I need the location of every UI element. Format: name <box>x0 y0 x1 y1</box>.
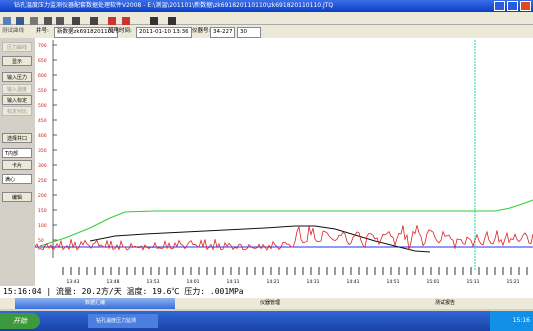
status-text: 流量: 20.2方/天 温度: 19.6℃ 压力: .001MPa <box>56 287 244 296</box>
status-bar: 15:16:04 | 流量: 20.2方/天 温度: 19.6℃ 压力: .00… <box>0 286 533 298</box>
icon[interactable] <box>72 17 80 25</box>
interval-dropdown[interactable]: 30 <box>237 27 261 38</box>
power-label: 加电时间: <box>108 28 132 34</box>
sidebar-button[interactable]: 显示 <box>2 56 32 66</box>
tab[interactable]: 仪器管理 <box>259 300 280 306</box>
info-bar: 测试曲线 井号: 新数据zk6918201101 加电时间: 2011-01-1… <box>0 25 533 38</box>
power-time-field[interactable]: 2011-01-10 13:36 <box>136 27 192 38</box>
icon[interactable] <box>30 17 38 25</box>
sidebar-button[interactable]: 压力曲线 <box>2 42 32 52</box>
x-tick-label: 13:53 <box>147 279 160 285</box>
icon[interactable] <box>150 17 158 25</box>
y-tick-label: 150 <box>38 208 47 214</box>
y-tick-label: 550 <box>38 88 47 94</box>
sidebar-button[interactable]: 编辑 <box>2 192 32 202</box>
sidebar-button[interactable]: 输入标定 <box>2 95 32 105</box>
x-tick-label: 15:21 <box>507 279 520 285</box>
red-curve <box>35 225 533 251</box>
maximize-button[interactable] <box>507 1 518 11</box>
y-tick-label: 450 <box>38 118 47 124</box>
device-field[interactable]: 34-227 <box>210 27 236 38</box>
tab[interactable]: 数据汇编 <box>15 298 175 309</box>
green-curve <box>39 199 533 247</box>
icon[interactable] <box>108 17 116 25</box>
sidebar-button[interactable]: 输入温度 <box>2 84 32 94</box>
sidebar-button[interactable]: T内部 <box>2 148 32 158</box>
y-tick-label: 400 <box>38 133 47 139</box>
x-tick-label: 14:31 <box>307 279 320 285</box>
device-label: 仪器号: <box>192 28 211 34</box>
close-button[interactable] <box>520 1 531 11</box>
icon[interactable] <box>90 17 98 25</box>
sidebar-button[interactable]: 满心 <box>2 174 32 184</box>
icon[interactable] <box>122 17 130 25</box>
chart-background <box>35 38 533 286</box>
x-tick-label: 14:51 <box>387 279 400 285</box>
sidebar: 压力曲线显示输入压力输入温度 输入标定 标定对比选择井口 T内部卡片满心编辑 <box>0 38 34 286</box>
toolbar-icons <box>3 17 176 25</box>
y-tick-label: 50 <box>38 238 44 244</box>
clock: 15:16 <box>490 311 533 331</box>
sidebar-button[interactable]: 选择井口 <box>2 133 32 143</box>
sidebar-button[interactable]: 卡片 <box>2 160 32 170</box>
x-tick-label: 14:11 <box>227 279 240 285</box>
y-tick-label: 600 <box>38 73 47 79</box>
x-tick-label: 14:01 <box>187 279 200 285</box>
y-tick-label: 100 <box>38 223 47 229</box>
window-title: 钻孔温度压力监测仪器配套数据处理软件V2008 - E:\测温\201101\新… <box>14 2 334 9</box>
well-label: 井号: <box>36 28 49 34</box>
y-tick-label: 500 <box>38 103 47 109</box>
tab-label[interactable]: 测试曲线 <box>2 28 25 34</box>
icon[interactable] <box>3 17 11 25</box>
chart-area: 700 650 600 550 500 450 400 350 300 250 200 150 100 5… <box>35 38 533 286</box>
x-tick-label: 15:11 <box>467 279 480 285</box>
y-tick-label: 250 <box>38 178 47 184</box>
x-tick-label: 13:48 <box>107 279 120 285</box>
title-bar: 钻孔温度压力监测仪器配套数据处理软件V2008 - E:\测温\201101\新… <box>0 0 533 12</box>
y-tick-label: 650 <box>38 58 47 64</box>
x-tick-label: 14:21 <box>267 279 280 285</box>
sidebar-button[interactable]: 输入压力 <box>2 72 32 82</box>
icon[interactable] <box>44 17 52 25</box>
x-tick-label: 15:01 <box>427 279 440 285</box>
task-button[interactable]: 钻孔温度压力监测 <box>88 314 158 328</box>
icon[interactable] <box>56 17 64 25</box>
y-tick-label: 700 <box>38 43 47 49</box>
y-tick-label: 350 <box>38 148 47 154</box>
icon[interactable] <box>16 17 24 25</box>
start-button[interactable]: 开始 <box>0 313 40 329</box>
sidebar-button[interactable]: 标定对比 <box>2 106 32 116</box>
bottom-tabs: 数据汇编 仪器管理 测试报告 <box>0 298 533 309</box>
status-time: 15:16:04 <box>3 287 42 296</box>
icon[interactable] <box>168 17 176 25</box>
y-tick-label: 200 <box>38 193 47 199</box>
well-field[interactable]: 新数据zk6918201101 <box>54 27 118 38</box>
minimize-button[interactable] <box>494 1 505 11</box>
y-tick-label: 300 <box>38 163 47 169</box>
x-tick-label: 14:41 <box>347 279 360 285</box>
tab[interactable]: 测试报告 <box>434 300 455 306</box>
taskbar: 开始 钻孔温度压力监测 15:16 <box>0 311 533 331</box>
black-curve <box>89 225 431 253</box>
toolbar <box>0 12 533 25</box>
x-tick-label: 13:43 <box>67 279 80 285</box>
